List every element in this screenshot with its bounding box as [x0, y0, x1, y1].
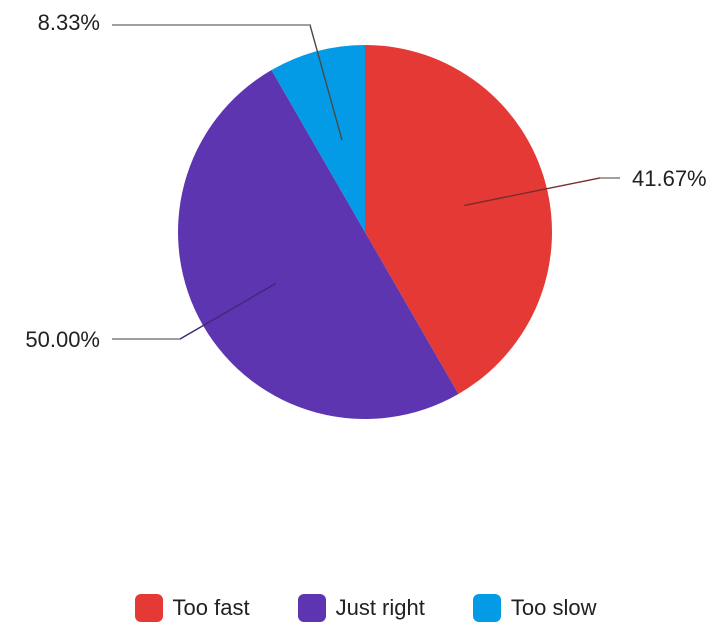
legend-swatch-just-right	[297, 594, 326, 622]
pct-label-just-right: 50.00%	[25, 327, 100, 352]
pie-chart: 41.67% 50.00% 8.33%	[25, 10, 707, 420]
legend-label-too-fast: Too fast	[172, 595, 250, 620]
legend-item-too-fast[interactable]: Too fast	[134, 594, 250, 622]
legend-label-too-slow: Too slow	[510, 595, 597, 620]
pct-label-too-slow: 8.33%	[38, 10, 100, 35]
chart-legend: Too fast Just right Too slow	[0, 588, 723, 628]
legend-swatch-too-fast	[134, 594, 163, 622]
legend-swatch-too-slow	[472, 594, 501, 622]
pie-slice-too-fast[interactable]	[365, 44, 553, 394]
percentage-labels: 41.67% 50.00% 8.33%	[25, 10, 706, 352]
legend-item-just-right[interactable]: Just right	[297, 594, 425, 622]
legend-item-too-slow[interactable]: Too slow	[472, 594, 597, 622]
legend-label-just-right: Just right	[335, 595, 425, 620]
leader-lines	[112, 24, 620, 340]
pie-slice-too-slow[interactable]	[271, 45, 365, 232]
pct-label-too-fast: 41.67%	[632, 166, 707, 191]
pie-slice-just-right[interactable]	[178, 70, 459, 420]
pie-slices	[178, 44, 553, 420]
